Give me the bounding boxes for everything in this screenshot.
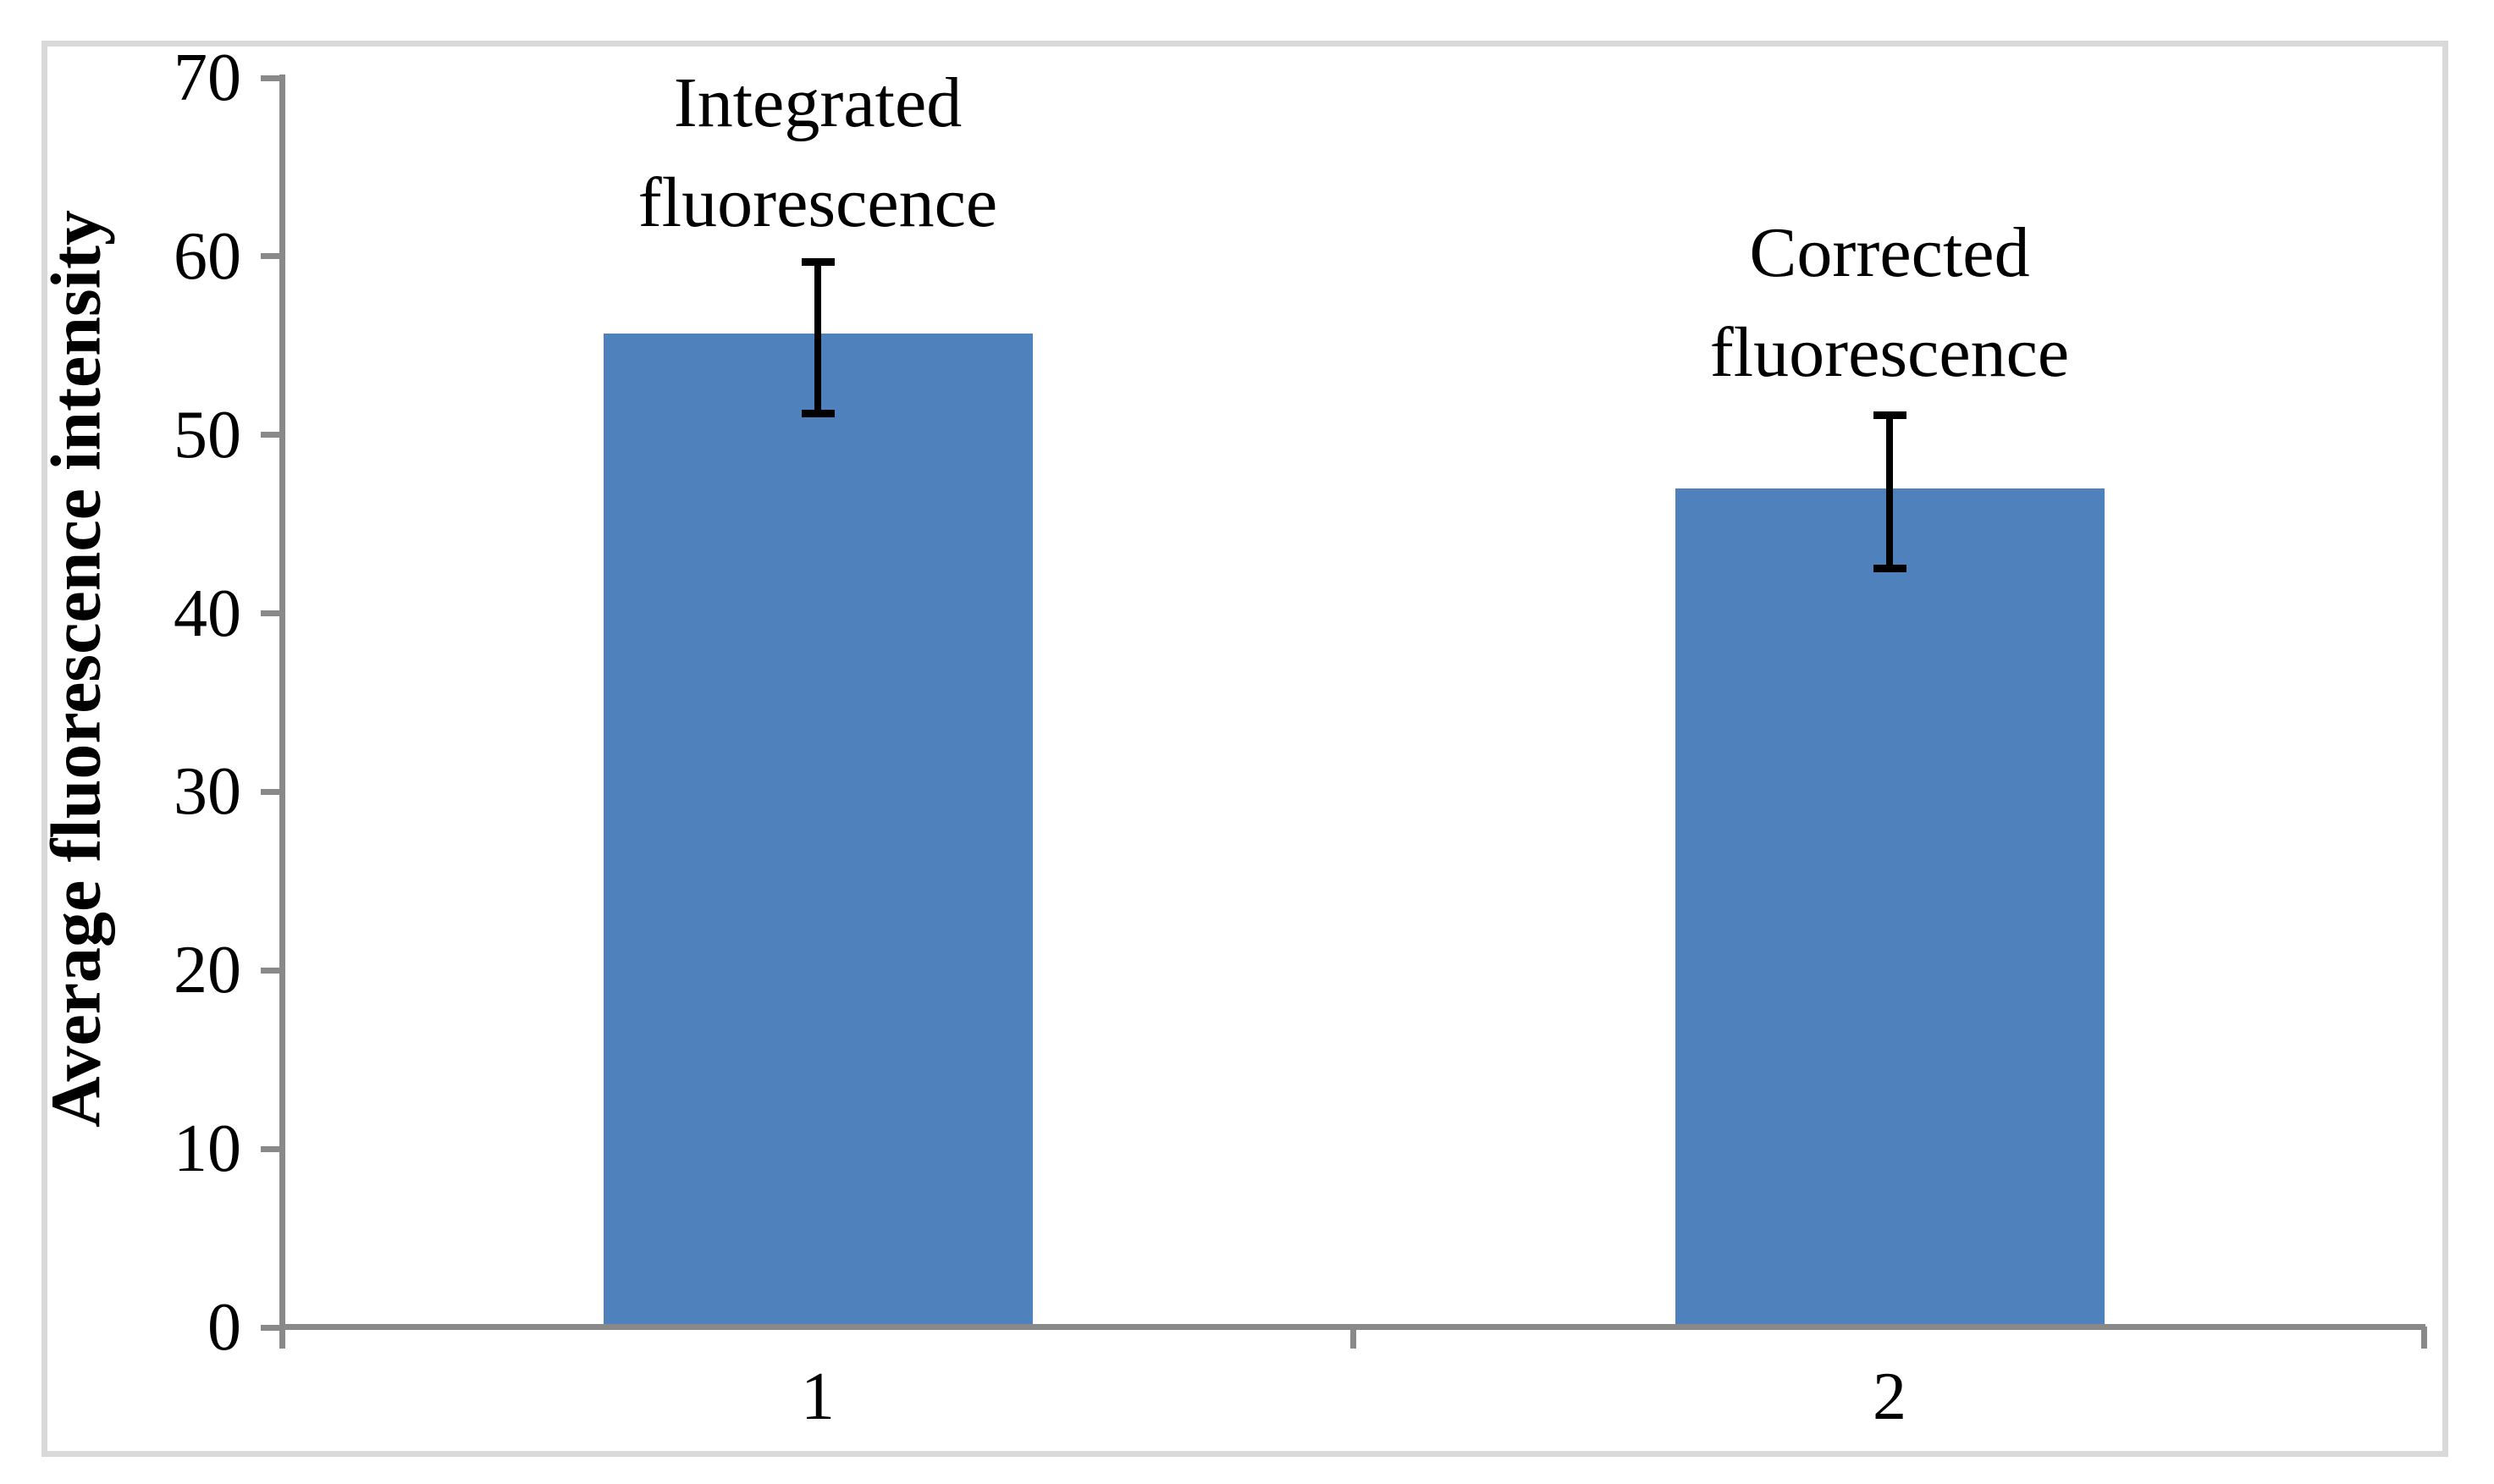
y-tick-mark: [261, 1146, 285, 1152]
y-tick-label: 30: [174, 754, 241, 829]
bar-corrected-fluorescence: [1675, 488, 2105, 1327]
y-tick-mark: [261, 789, 285, 795]
bar-data-label: Corrected fluorescence: [1542, 203, 2237, 403]
chart-border: [41, 41, 2448, 1457]
bar-data-label-line: Corrected: [1749, 213, 2030, 292]
y-tick-label: 70: [174, 41, 241, 115]
y-tick-label: 50: [174, 398, 241, 472]
error-bar-cap-top: [1873, 411, 1906, 419]
y-tick-mark: [261, 75, 285, 81]
y-tick-mark: [261, 1325, 285, 1331]
y-tick-label: 10: [174, 1112, 241, 1186]
error-bar-cap-bottom: [1873, 565, 1906, 572]
bar-data-label-line: fluorescence: [1709, 313, 2070, 392]
error-bar-cap-bottom: [802, 410, 835, 417]
error-bar-line: [1886, 416, 1893, 569]
error-bar-line: [814, 262, 821, 413]
y-tick-label: 40: [174, 576, 241, 651]
y-tick-mark: [261, 968, 285, 974]
x-category-label: 2: [1873, 1360, 1906, 1434]
y-axis-line: [279, 74, 285, 1349]
x-category-label: 1: [801, 1360, 835, 1434]
y-tick-mark: [261, 253, 285, 259]
y-tick-mark: [261, 610, 285, 616]
bar-data-label: Integrated fluorescence: [471, 53, 1165, 253]
bar-data-label-line: Integrated: [673, 63, 963, 142]
y-tick-mark: [261, 432, 285, 438]
error-bar-cap-top: [802, 258, 835, 266]
x-tick-mark: [2421, 1327, 2427, 1349]
bar-integrated-fluorescence: [604, 334, 1033, 1327]
y-tick-label: 20: [174, 933, 241, 1007]
y-tick-label: 0: [207, 1290, 241, 1365]
bar-data-label-line: fluorescence: [637, 163, 998, 242]
x-tick-mark: [1350, 1327, 1356, 1349]
y-tick-label: 60: [174, 219, 241, 294]
